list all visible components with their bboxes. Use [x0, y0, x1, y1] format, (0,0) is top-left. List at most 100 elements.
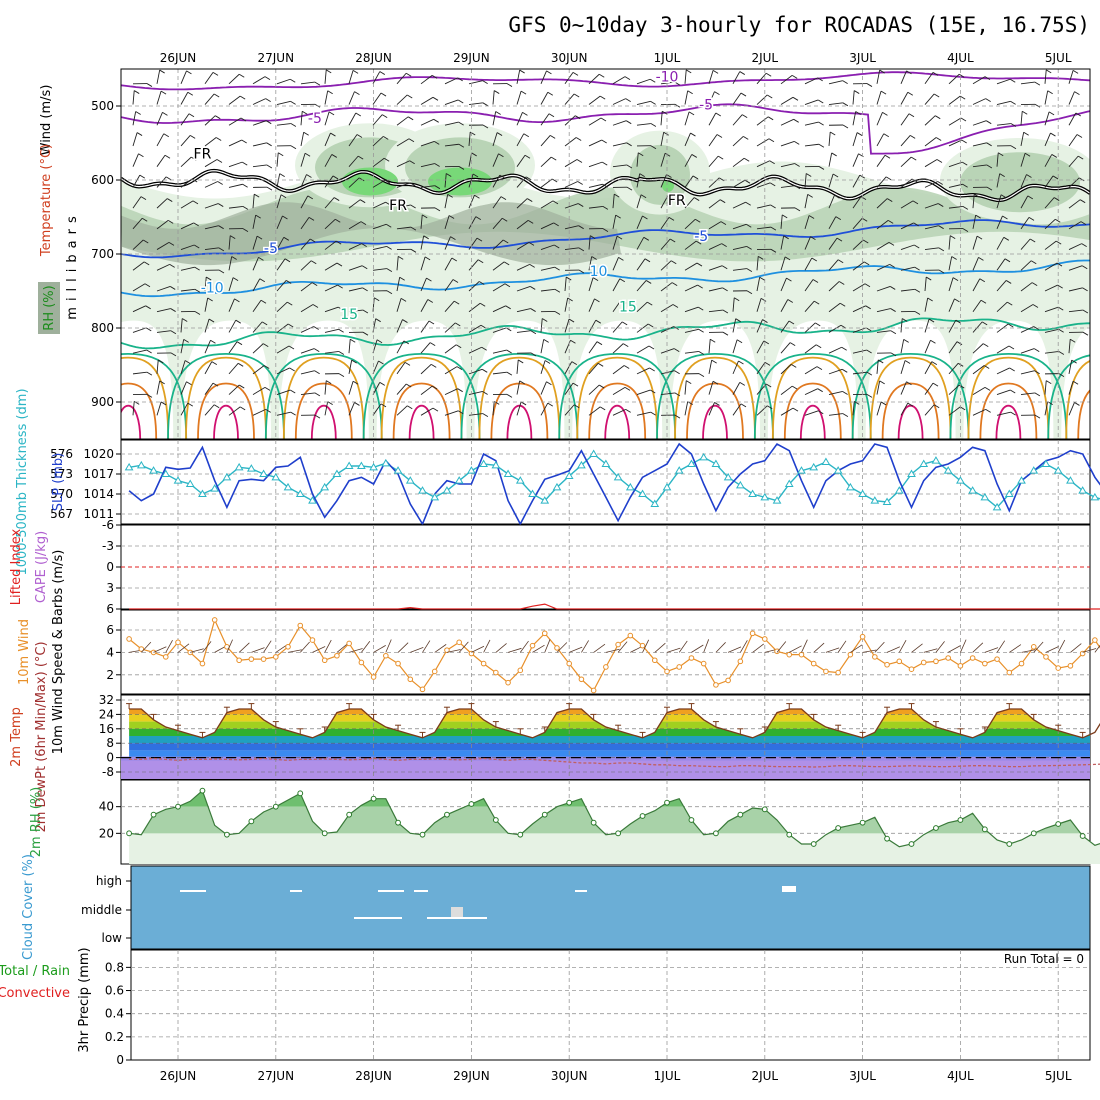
wind10m-barb	[911, 643, 923, 653]
bottom-date-axis: 26JUN 27JUN 28JUN 29JUN 30JUN 1JUL 2JUL 3JUL 4JU…	[160, 1069, 1072, 1083]
wind-barb	[348, 339, 351, 354]
wind-barb-flag	[266, 142, 272, 147]
ylabel-convective: Convective	[0, 986, 70, 1001]
rh2m-point	[272, 803, 279, 810]
wind-barb	[972, 236, 978, 250]
wind-barb-flag	[805, 173, 812, 177]
wind10m-point	[664, 668, 670, 675]
wind-barb	[924, 361, 933, 375]
wind-barb-flag	[962, 228, 969, 232]
wind10m-barb	[336, 643, 349, 653]
wind-barb-flag	[808, 215, 815, 219]
y-tick-label: 6	[106, 623, 114, 637]
wind-barb	[204, 382, 214, 395]
wind-barb-flag	[791, 385, 798, 390]
wind-barb-flag	[499, 174, 506, 179]
wind-barb	[348, 155, 359, 167]
wind-barb	[948, 406, 961, 416]
wind-barb-flag	[599, 406, 606, 411]
rh2m-point	[150, 811, 157, 818]
wind-barb	[540, 381, 547, 395]
wind10m-point	[334, 652, 340, 659]
rh2m-point	[908, 841, 915, 847]
wind-barb	[708, 221, 722, 230]
wind-barb-flag	[169, 263, 175, 268]
wind-barb	[420, 385, 433, 395]
wind10m-barb	[312, 646, 326, 653]
wind-barb-flag	[517, 359, 524, 364]
wind-barb	[420, 118, 434, 126]
wind-barb	[420, 96, 434, 105]
wind10m-point	[138, 646, 145, 652]
wind10m-barb	[153, 646, 167, 653]
thickness-point	[393, 466, 403, 474]
wind-barb-flag	[577, 181, 583, 185]
wind-barb	[900, 244, 915, 250]
wind-barb-flag	[423, 235, 429, 240]
wind-barb	[1044, 351, 1059, 354]
wind-barb	[348, 91, 355, 105]
wind-barb-flag	[212, 382, 219, 387]
wind-barb	[156, 263, 170, 271]
wind10m-point	[468, 650, 475, 657]
wind-barb-flag	[338, 306, 344, 311]
wind-barb-flag	[890, 286, 896, 290]
wind-barb-flag	[650, 145, 657, 150]
wind-barb	[780, 364, 792, 375]
wind-barb	[756, 160, 770, 168]
wind-barb-flag	[984, 76, 991, 80]
wind-barb-flag	[933, 93, 940, 98]
wind-barb-flag	[235, 319, 242, 324]
wind-barb-flag	[668, 216, 675, 221]
wind-barb	[804, 257, 813, 271]
bottom-date-label: 2JUL	[751, 1069, 778, 1083]
thickness-point	[491, 460, 501, 469]
wind-barb-flag	[186, 70, 192, 75]
wind-barb-flag	[306, 174, 312, 178]
wind-barb	[588, 117, 602, 126]
wind-barb	[540, 135, 551, 147]
wind10m-point	[1067, 663, 1074, 669]
wind-barb	[588, 406, 601, 416]
isotherm-surface-tongue	[380, 356, 463, 439]
rh2m-point	[810, 841, 817, 847]
wind-barb-flag	[476, 237, 483, 242]
wind-barb-flag	[1058, 328, 1064, 333]
thickness-point	[528, 489, 537, 497]
wind-barb-flag	[482, 413, 489, 417]
wind-barb-flag	[301, 110, 308, 115]
wind-barb	[348, 221, 362, 230]
wind-barb-flag	[482, 368, 488, 373]
wind-barb	[540, 200, 554, 209]
wind-barb-flag	[554, 288, 561, 293]
wind-barb-flag	[879, 380, 885, 385]
wind-barb	[252, 98, 266, 105]
wind-barb	[732, 245, 747, 250]
wind-barb-flag	[1000, 194, 1007, 199]
wind-barb	[660, 132, 665, 147]
wind-barb-flag	[1009, 367, 1015, 372]
wind-barb-flag	[572, 382, 579, 387]
wind-barb	[540, 244, 555, 250]
wind-barb	[852, 283, 866, 292]
wind-barb-flag	[527, 198, 533, 202]
wind-barb	[156, 112, 163, 126]
wind-barb-flag	[407, 405, 413, 410]
thickness-point	[295, 489, 305, 497]
wind-barb-flag	[495, 111, 501, 115]
thickness-point	[442, 486, 452, 494]
wind-barb	[564, 247, 579, 251]
wind-barb	[828, 152, 833, 167]
wind-barb-flag	[567, 297, 573, 302]
wind-barb-flag	[1075, 112, 1082, 117]
wind-barb	[180, 360, 186, 375]
wind10m-point	[884, 661, 890, 668]
wind-barb-flag	[1056, 262, 1063, 267]
wind-barb-flag	[541, 318, 548, 322]
rh2m-point	[615, 830, 621, 837]
wind-barb	[636, 100, 651, 105]
wind-barb-flag	[1010, 145, 1017, 150]
wind-barb-flag	[1003, 236, 1010, 241]
wind-barb-flag	[314, 348, 320, 352]
